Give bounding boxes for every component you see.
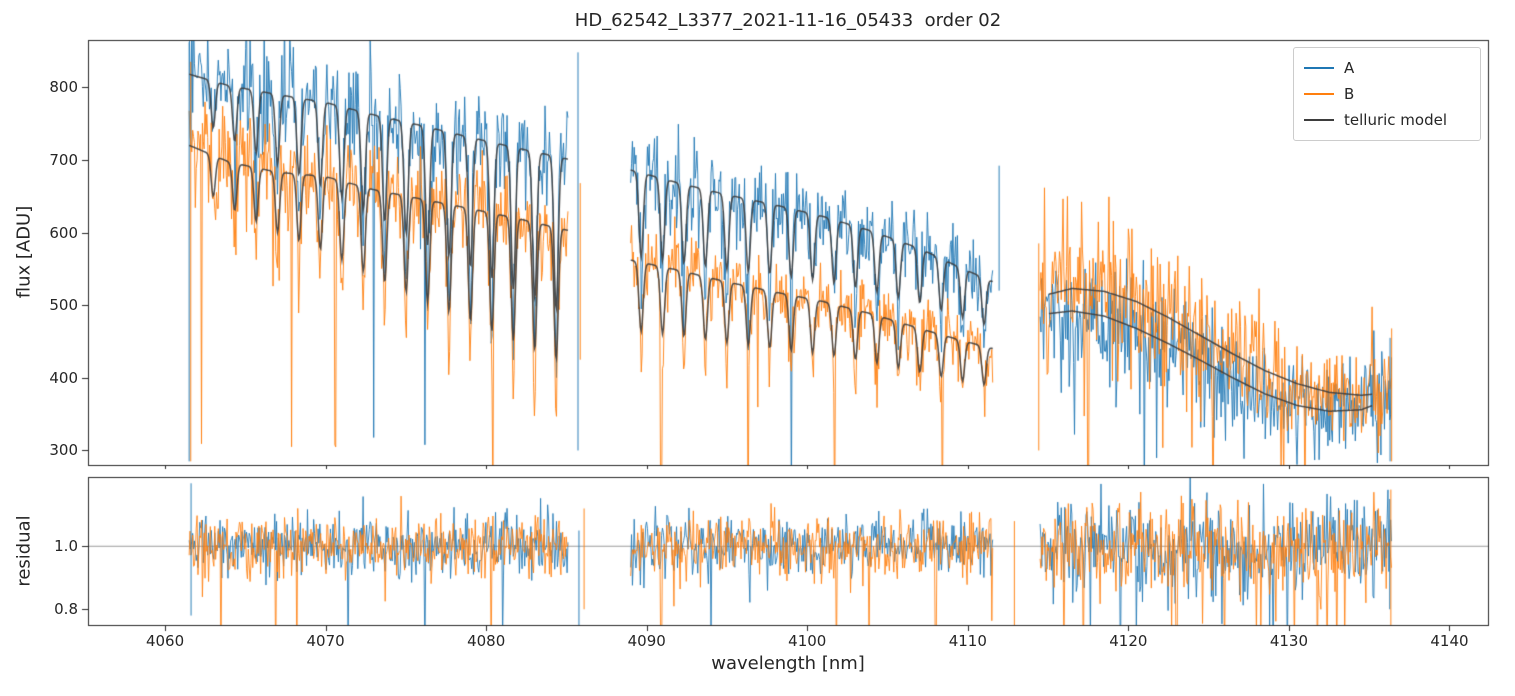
y-tick-label-flux: 400 <box>49 368 78 387</box>
x-tick-label: 4110 <box>948 632 987 650</box>
legend-line-swatch-b <box>1304 93 1334 95</box>
y-tick-label-flux: 700 <box>49 150 78 169</box>
y-tick-label-flux: 500 <box>49 296 78 315</box>
legend-item-a: A <box>1304 55 1470 81</box>
legend: A B telluric model <box>1293 47 1481 141</box>
legend-item-b: B <box>1304 81 1470 107</box>
y-tick-label-residual: 0.8 <box>54 600 78 619</box>
legend-label-b: B <box>1344 85 1355 103</box>
y-tick-label-residual: 1.0 <box>54 537 78 556</box>
x-tick-label: 4130 <box>1269 632 1308 650</box>
x-tick-label: 4080 <box>467 632 506 650</box>
x-tick-label: 4090 <box>627 632 666 650</box>
x-tick-label: 4070 <box>306 632 345 650</box>
x-tick-label: 4100 <box>788 632 827 650</box>
y-tick-label-flux: 600 <box>49 223 78 242</box>
x-tick-label: 4120 <box>1109 632 1148 650</box>
legend-item-telluric-model: telluric model <box>1304 107 1470 133</box>
y-tick-label-flux: 300 <box>49 441 78 460</box>
legend-label-telluric-model: telluric model <box>1344 111 1448 129</box>
legend-label-a: A <box>1344 59 1355 77</box>
figure-title: HD_62542_L3377_2021-11-16_05433 order 02 <box>574 10 1002 31</box>
x-axis-label: wavelength [nm] <box>711 653 865 674</box>
legend-line-swatch-a <box>1304 67 1334 69</box>
y-tick-label-flux: 800 <box>49 78 78 97</box>
y-axis-label-flux: flux [ADU] <box>13 205 35 299</box>
x-tick-label: 4060 <box>145 632 185 650</box>
x-tick-label: 4140 <box>1430 632 1469 650</box>
legend-line-swatch-telluric-model <box>1304 119 1334 121</box>
